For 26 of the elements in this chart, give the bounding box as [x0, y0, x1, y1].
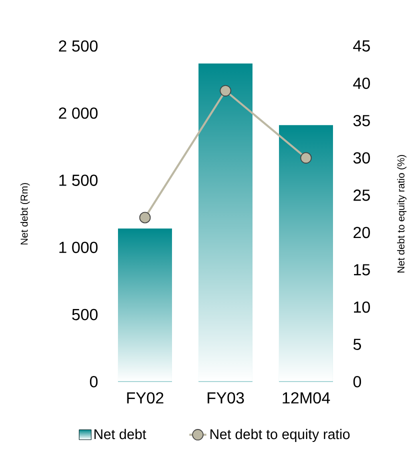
point — [220, 85, 232, 96]
y-tick-label: 2 000 — [58, 107, 98, 119]
y2-tick-label: 15 — [354, 264, 370, 276]
point — [300, 152, 312, 164]
x-tick-label: 12M04 — [282, 392, 330, 404]
y-tick-label: 1 500 — [59, 174, 98, 186]
y2-tick-label: 0 — [353, 376, 362, 388]
y-tick-label: 500 — [72, 308, 98, 320]
legend-label: Net debt — [94, 428, 146, 440]
y-tick-label: 0 — [90, 376, 98, 388]
legend-label: Net debt to equity ratio — [210, 428, 350, 442]
y2-axis-title: Net debt to equity ratio (%) — [397, 155, 406, 273]
y-tick-label: 2 500 — [58, 40, 98, 52]
y2-tick-label: 10 — [354, 301, 370, 313]
x-tick-label: FY03 — [208, 392, 244, 404]
y2-tick-label: 25 — [354, 190, 370, 201]
y2-tick-label: 40 — [353, 78, 370, 89]
y-tick-label: 1 000 — [59, 242, 98, 254]
y2-tick-label: 35 — [353, 114, 370, 126]
y2-tick-label: 45 — [353, 40, 370, 52]
y-axis-title: Net debt (Rm) — [20, 183, 30, 244]
y2-tick-label: 30 — [353, 152, 370, 164]
y2-tick-label: 20 — [354, 226, 370, 238]
y2-tick-label: 5 — [353, 338, 361, 350]
x-tick-label: FY02 — [127, 392, 164, 404]
point — [139, 212, 151, 224]
